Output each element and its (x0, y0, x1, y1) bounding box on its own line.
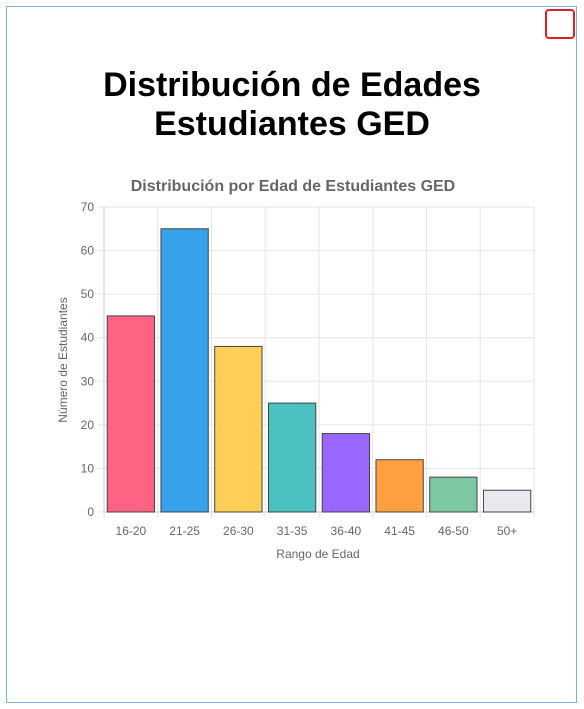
y-axis-ticks: 0 10 20 30 40 50 60 70 (81, 200, 95, 519)
x-tick-label: 46-50 (438, 524, 469, 538)
chart-title: Distribución por Edad de Estudiantes GED (131, 178, 455, 195)
x-tick-label: 26-30 (223, 524, 254, 538)
close-button[interactable] (545, 9, 575, 39)
y-tick-label: 20 (81, 418, 95, 432)
y-tick-label: 70 (81, 200, 95, 214)
bar-16-20[interactable] (106, 315, 156, 513)
bar-31-35[interactable] (267, 402, 317, 513)
bar-36-40[interactable] (321, 433, 371, 513)
y-tick-label: 50 (81, 287, 95, 301)
x-tick-label: 16-20 (116, 524, 147, 538)
chart-card (6, 6, 577, 703)
bar-50plus[interactable] (482, 489, 532, 513)
page-title: Distribución de Edades Estudiantes GED (0, 66, 584, 144)
y-tick-label: 30 (81, 374, 95, 388)
bar-26-30[interactable] (214, 345, 263, 513)
x-tick-label: 36-40 (331, 524, 362, 538)
chart-bars (106, 228, 532, 513)
page-title-line-2: Estudiantes GED (154, 105, 430, 143)
bar-21-25[interactable] (160, 228, 209, 513)
y-tick-label: 60 (81, 244, 95, 258)
y-tick-label: 40 (81, 331, 95, 345)
page-title-line-1: Distribución de Edades (103, 66, 481, 104)
bar-46-50[interactable] (429, 476, 478, 513)
y-tick-label: 10 (81, 461, 95, 475)
x-axis-label: Rango de Edad (276, 547, 359, 561)
x-tick-label: 41-45 (384, 524, 415, 538)
y-tick-label: 0 (87, 505, 94, 519)
x-tick-label: 31-35 (277, 524, 308, 538)
x-tick-label: 21-25 (169, 524, 200, 538)
bar-41-45[interactable] (375, 459, 424, 513)
y-axis-label: Número de Estudiantes (56, 297, 70, 422)
x-tick-label: 50+ (497, 524, 517, 538)
x-axis-ticks: 16-20 21-25 26-30 31-35 36-40 41-45 46-50 50+ (116, 524, 518, 538)
